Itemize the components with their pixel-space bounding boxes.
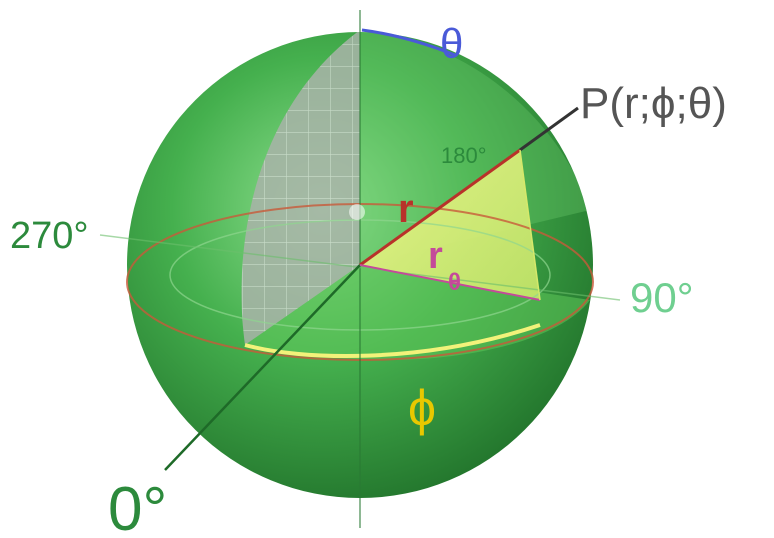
sphere-highlight (349, 204, 365, 220)
deg-270-label: 270° (10, 215, 89, 257)
p-leader-line (519, 106, 579, 152)
r-label: r (398, 187, 414, 231)
r-theta-triangle (360, 150, 540, 300)
vertical-grid-plane (241, 32, 360, 345)
r-vector (359, 148, 521, 267)
p-drop-line (519, 149, 541, 301)
phi-label: ϕ (408, 380, 436, 436)
point-label: P(r;ϕ;θ) (580, 79, 727, 128)
phi-arc (244, 323, 541, 359)
r-theta-line (359, 264, 541, 301)
deg-90-label: 90° (630, 274, 694, 321)
theta-label: θ (440, 20, 463, 67)
r-theta-subscript: θ (448, 269, 461, 296)
axis-0deg (164, 264, 361, 471)
axis-270-90 (99, 234, 621, 301)
theta-arc (361, 28, 456, 57)
deg-180-label: 180° (441, 143, 487, 168)
deg-0-label: 0° (108, 475, 167, 538)
r-theta-label: r (428, 235, 443, 277)
